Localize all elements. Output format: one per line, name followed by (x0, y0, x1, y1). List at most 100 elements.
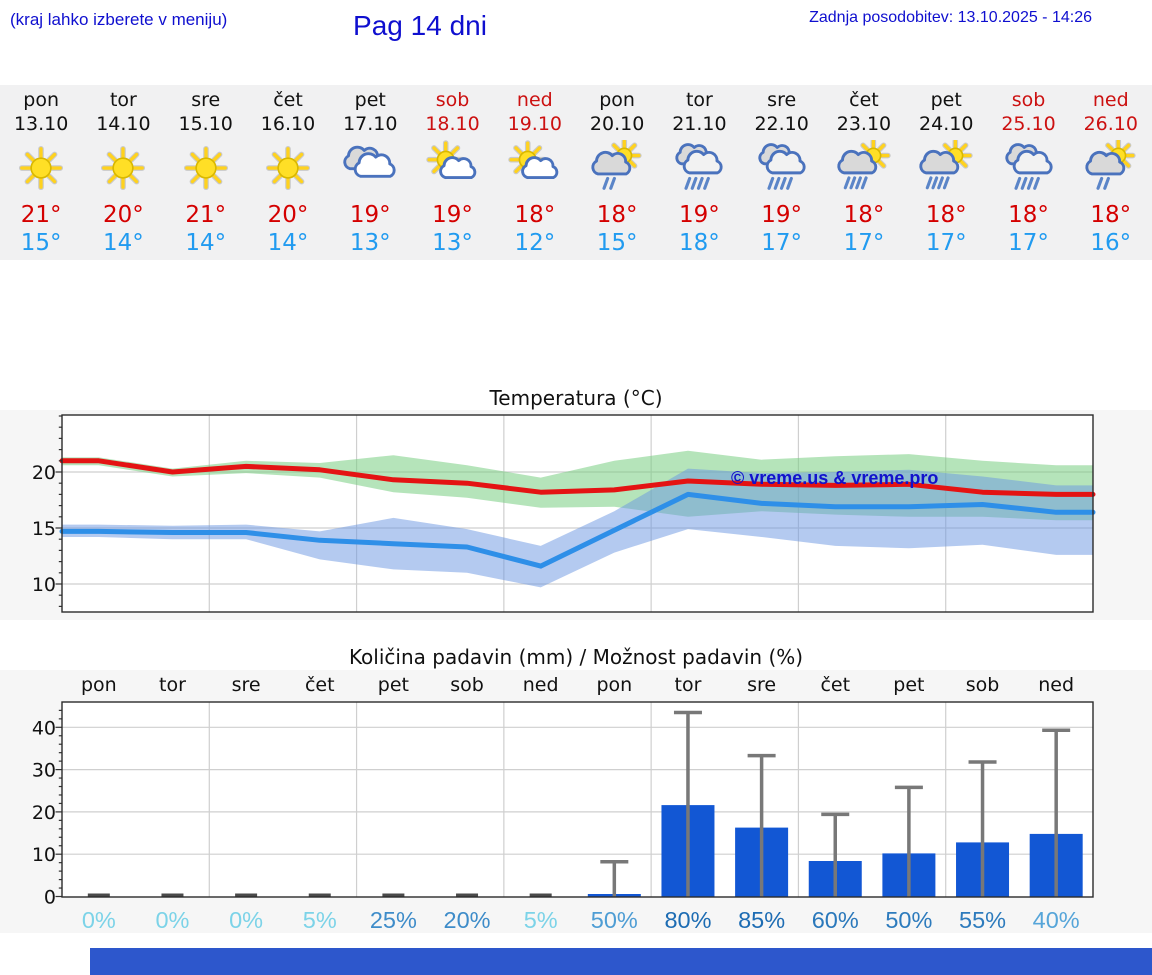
forecast-day[interactable]: čet 23.10 18° 17° (823, 85, 905, 260)
watermark: © vreme.us & vreme.pro (731, 468, 938, 488)
sun-icon (183, 146, 228, 191)
clouds-rain-icon (675, 143, 724, 190)
day-name: pon (599, 89, 635, 111)
precip-day-label: tor (159, 674, 186, 696)
day-max-temp: 18° (596, 202, 638, 228)
day-name: čet (273, 89, 303, 111)
precip-day-label: pet (893, 674, 924, 696)
sun-icon (265, 146, 310, 191)
forecast-day[interactable]: pon 20.10 18° 15° (576, 85, 658, 260)
weather-icon (741, 140, 823, 198)
day-min-temp: 15° (20, 230, 62, 256)
sun-cloud-icon (508, 140, 559, 180)
weather-icon (247, 140, 329, 198)
day-max-temp: 19° (349, 202, 391, 228)
day-max-temp: 21° (20, 202, 62, 228)
svg-text:40: 40 (32, 717, 56, 739)
weather-icon (576, 138, 658, 198)
day-max-temp: 18° (1090, 202, 1132, 228)
day-date: 13.10 (13, 113, 69, 135)
forecast-day[interactable]: pet 17.10 19° 13° (329, 85, 411, 260)
day-name: pet (354, 89, 386, 111)
day-name: sre (191, 89, 221, 111)
forecast-day[interactable]: pon 13.10 21° 15° (0, 85, 82, 260)
precip-day-label: ned (523, 674, 559, 696)
day-min-temp: 17° (1008, 230, 1049, 256)
svg-text:30: 30 (32, 760, 56, 782)
precip-day-label: ned (1038, 674, 1074, 696)
precip-probability: 0% (155, 907, 189, 933)
precip-day-label: pon (81, 674, 117, 696)
day-name: ned (516, 89, 553, 111)
day-date: 15.10 (178, 113, 233, 135)
forecast-day[interactable]: ned 26.10 18° 16° (1070, 85, 1152, 260)
forecast-day[interactable]: tor 14.10 20° 14° (82, 85, 164, 260)
precip-probability: 80% (664, 907, 711, 933)
weather-icon (987, 140, 1069, 198)
day-max-temp: 19° (761, 202, 803, 228)
precip-day-label: sob (966, 674, 1000, 696)
day-name: pon (23, 89, 59, 111)
precip-day-label: pon (596, 674, 632, 696)
day-min-temp: 12° (514, 230, 556, 256)
sun-cloud-rain-icon (837, 138, 891, 190)
precip-day-label: čet (820, 674, 850, 696)
forecast-day[interactable]: sre 15.10 21° 14° (165, 85, 247, 260)
day-name: čet (849, 89, 879, 111)
weather-icon (0, 140, 82, 198)
day-min-temp: 13° (349, 230, 391, 256)
cloudy-icon (343, 145, 396, 178)
precip-probability: 55% (959, 907, 1006, 933)
day-max-temp: 18° (1008, 202, 1049, 228)
svg-text:10: 10 (32, 844, 56, 866)
svg-text:15: 15 (32, 518, 56, 540)
day-date: 22.10 (754, 113, 809, 135)
last-update-timestamp: Zadnja posodobitev: 13.10.2025 - 14:26 (809, 9, 1092, 26)
sun-cloud-lightrain-icon (1085, 138, 1136, 190)
day-min-temp: 15° (596, 230, 638, 256)
forecast-day[interactable]: tor 21.10 19° 18° (658, 85, 740, 260)
precipitation-chart: pon tor sre čet pet sob ned pon tor sre čet pet sob n… (0, 670, 1152, 933)
precip-day-label: čet (305, 674, 335, 696)
precip-probability: 0% (229, 907, 263, 933)
day-date: 21.10 (672, 113, 727, 135)
day-min-temp: 18° (679, 230, 720, 256)
weather-icon (494, 140, 576, 198)
temperature-chart-title: Temperatura (°C) (489, 386, 663, 410)
day-max-temp: 18° (843, 202, 885, 228)
day-date: 20.10 (589, 113, 645, 135)
forecast-day[interactable]: sob 25.10 18° 17° (987, 85, 1069, 260)
day-date: 23.10 (836, 113, 892, 135)
weather-icon (823, 138, 905, 198)
forecast-day[interactable]: pet 24.10 18° 17° (905, 85, 987, 260)
day-max-temp: 20° (103, 202, 144, 228)
day-date: 16.10 (260, 113, 316, 135)
forecast-day[interactable]: sob 18.10 19° 13° (411, 85, 493, 260)
precip-probability: 50% (885, 907, 932, 933)
day-date: 18.10 (425, 113, 480, 135)
page-title: Pag 14 dni (353, 10, 487, 41)
weather-icon (82, 140, 164, 198)
day-name: sob (1011, 89, 1046, 111)
weather-icon (411, 140, 493, 198)
precip-probability: 0% (82, 907, 116, 933)
forecast-day[interactable]: ned 19.10 18° 12° (494, 85, 576, 260)
precip-day-label: sob (450, 674, 484, 696)
forecast-day[interactable]: sre 22.10 19° 17° (741, 85, 823, 260)
sun-cloud-icon (425, 140, 476, 180)
precip-day-label: sre (232, 674, 261, 696)
clouds-rain-icon (758, 143, 806, 190)
footer-banner[interactable] (90, 948, 1152, 975)
day-max-temp: 21° (185, 202, 227, 228)
day-name: sre (767, 89, 797, 111)
day-date: 19.10 (507, 113, 563, 135)
day-min-temp: 16° (1090, 230, 1132, 256)
day-max-temp: 19° (679, 202, 720, 228)
forecast-day[interactable]: čet 16.10 20° 14° (247, 85, 329, 260)
temperature-chart: 10 15 20 © vreme.us & vreme.pro (0, 410, 1152, 620)
day-max-temp: 18° (925, 202, 967, 228)
svg-text:20: 20 (32, 462, 56, 484)
day-min-temp: 14° (267, 230, 309, 256)
day-min-temp: 13° (432, 230, 473, 256)
